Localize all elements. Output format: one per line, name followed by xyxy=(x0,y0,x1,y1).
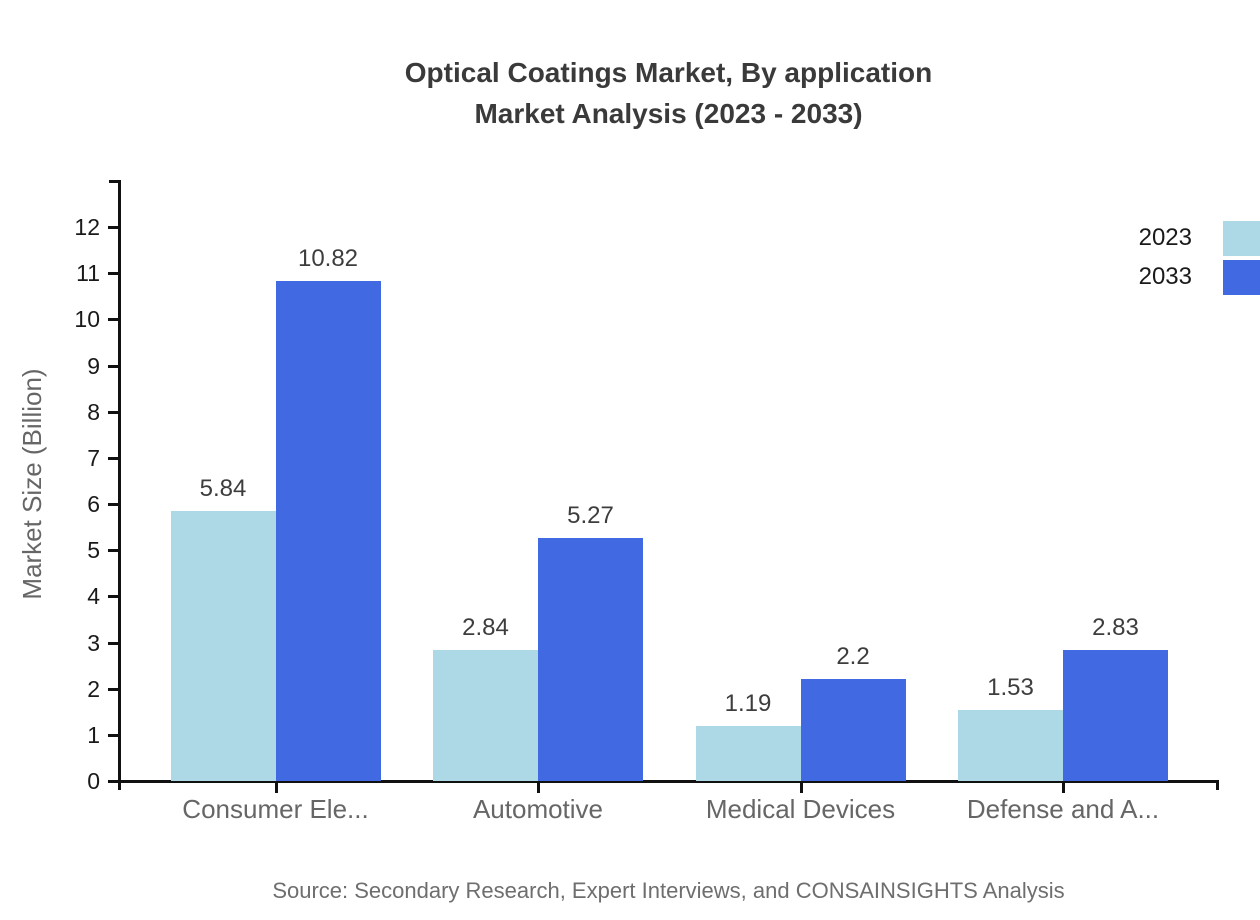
x-axis-outer-tick xyxy=(1216,780,1219,790)
x-tick xyxy=(1062,783,1065,793)
bar-2033-3 xyxy=(800,679,906,781)
bar-value-label: 1.53 xyxy=(987,674,1034,702)
bar-2033-2 xyxy=(538,537,643,781)
legend-swatch-2023 xyxy=(1223,221,1260,256)
y-tick xyxy=(108,364,118,368)
y-tick-label: 12 xyxy=(74,214,100,240)
legend-swatch-2033 xyxy=(1223,260,1260,295)
legend-label-2023: 2023 xyxy=(1138,224,1192,251)
y-tick xyxy=(108,549,118,553)
y-tick-label: 9 xyxy=(87,352,100,379)
y-tick xyxy=(108,456,118,460)
y-tick xyxy=(108,733,118,737)
bar-2033-4 xyxy=(1063,650,1168,781)
x-axis-line xyxy=(118,780,1219,783)
y-tick xyxy=(108,410,118,414)
y-tick xyxy=(108,687,118,691)
y-tick-label: 7 xyxy=(87,444,100,471)
y-tick xyxy=(108,780,118,783)
y-tick xyxy=(108,272,118,276)
legend-label-2033: 2033 xyxy=(1138,263,1192,290)
x-category-label: Consumer Ele... xyxy=(182,794,369,824)
bar-2023-1 xyxy=(170,511,276,781)
x-tick xyxy=(799,783,803,793)
x-tick xyxy=(537,783,540,793)
bar-2023-4 xyxy=(958,710,1063,781)
y-tick-label: 11 xyxy=(76,260,100,287)
x-category-label: Automotive xyxy=(472,794,604,824)
bar-value-label: 5.84 xyxy=(199,475,247,503)
bar-value-label: 2.2 xyxy=(836,643,870,671)
bar-2023-2 xyxy=(433,649,538,781)
y-tick xyxy=(108,318,118,322)
y-tick-label: 5 xyxy=(87,537,100,564)
y-tick-label: 1 xyxy=(87,721,100,748)
bar-2033-1 xyxy=(275,281,381,781)
bar-value-label: 10.82 xyxy=(297,245,359,273)
y-tick xyxy=(108,503,118,506)
y-tick xyxy=(108,641,118,645)
chart-title-line2: Market Analysis (2023 - 2033) xyxy=(474,98,863,129)
bar-value-label: 2.83 xyxy=(1092,614,1139,642)
y-tick xyxy=(108,226,118,229)
x-category-label: Defense and A... xyxy=(966,794,1160,824)
source-note: Source: Secondary Research, Expert Inter… xyxy=(272,878,1065,903)
y-tick-label: 3 xyxy=(87,629,100,656)
bar-value-label: 1.19 xyxy=(724,690,772,718)
y-tick xyxy=(108,595,118,599)
y-tick-label: 8 xyxy=(87,398,100,425)
bar-value-label: 2.84 xyxy=(462,613,509,641)
chart-title: Optical Coatings Market, By application … xyxy=(118,52,1219,134)
y-axis-line xyxy=(118,180,121,790)
y-tick-label: 4 xyxy=(87,583,100,610)
y-tick-label: 2 xyxy=(87,675,100,702)
chart-title-line1: Optical Coatings Market, By application xyxy=(404,57,933,88)
y-tick-label: 6 xyxy=(87,491,100,517)
y-tick-label: 0 xyxy=(87,768,100,794)
bar-2023-3 xyxy=(695,726,801,781)
x-category-label: Medical Devices xyxy=(705,794,896,824)
bar-value-label: 5.27 xyxy=(567,501,614,529)
y-tick-label: 10 xyxy=(74,306,100,333)
y-axis-outer-tick xyxy=(109,180,118,183)
x-tick xyxy=(274,783,278,793)
